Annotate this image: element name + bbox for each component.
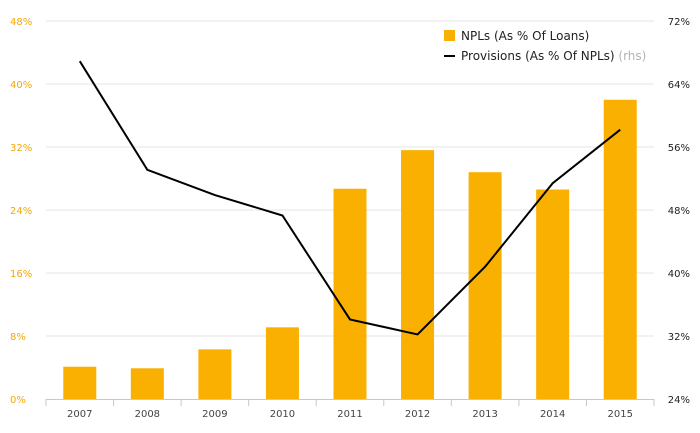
npl-bar	[265, 327, 299, 399]
y-left-tick-label: 32%	[10, 143, 32, 154]
y-right-tick-label: 40%	[668, 269, 690, 280]
y-left-tick-label: 16%	[10, 269, 32, 280]
y-right-tick-label: 72%	[668, 17, 690, 28]
y-right-tick-label: 48%	[668, 206, 690, 217]
y-left-tick-label: 48%	[10, 17, 32, 28]
npl-bar	[130, 368, 164, 399]
provisions-line-series	[78, 60, 621, 336]
npl-bar	[536, 189, 570, 399]
x-tick-label: 2009	[202, 409, 227, 420]
x-tick-label: 2012	[405, 409, 430, 420]
legend-label-rhs-note: (rhs)	[618, 49, 646, 63]
y-right-tick-label: 24%	[668, 395, 690, 406]
x-tick-label: 2007	[67, 409, 92, 420]
axes: 0% 8% 16% 24% 32% 40% 48% 24% 32% 40% 48% 56% 64% 72%…	[10, 17, 690, 420]
npl-bar	[198, 349, 232, 399]
x-tick-label: 2013	[472, 409, 497, 420]
x-tick-label: 2010	[270, 409, 295, 420]
y-left-tick-label: 0%	[10, 395, 26, 406]
legend-swatch-npl	[444, 30, 455, 41]
legend: NPLs (As % Of Loans) Provisions (As % Of …	[444, 29, 646, 63]
y-right-tick-label: 64%	[668, 80, 690, 91]
legend-label-provisions: Provisions (As % Of NPLs) (rhs)	[461, 49, 646, 63]
legend-label-provisions-name: Provisions (As % Of NPLs)	[461, 49, 618, 63]
npl-bar	[468, 172, 502, 399]
y-right-tick-label: 56%	[668, 143, 690, 154]
y-left-tick-label: 40%	[10, 80, 32, 91]
y-left-tick-label: 8%	[10, 332, 26, 343]
npl-bar	[63, 366, 97, 399]
legend-label-npl: NPLs (As % Of Loans)	[461, 29, 589, 43]
npl-bar	[401, 150, 435, 399]
npl-bar	[333, 188, 367, 399]
npl-bar	[603, 99, 637, 399]
x-tick-label: 2015	[607, 409, 632, 420]
x-tick-label: 2011	[337, 409, 362, 420]
x-tick-label: 2014	[540, 409, 565, 420]
npl-bars	[63, 99, 637, 399]
y-left-tick-label: 24%	[10, 206, 32, 217]
y-right-tick-label: 32%	[668, 332, 690, 343]
x-tick-label: 2008	[135, 409, 160, 420]
